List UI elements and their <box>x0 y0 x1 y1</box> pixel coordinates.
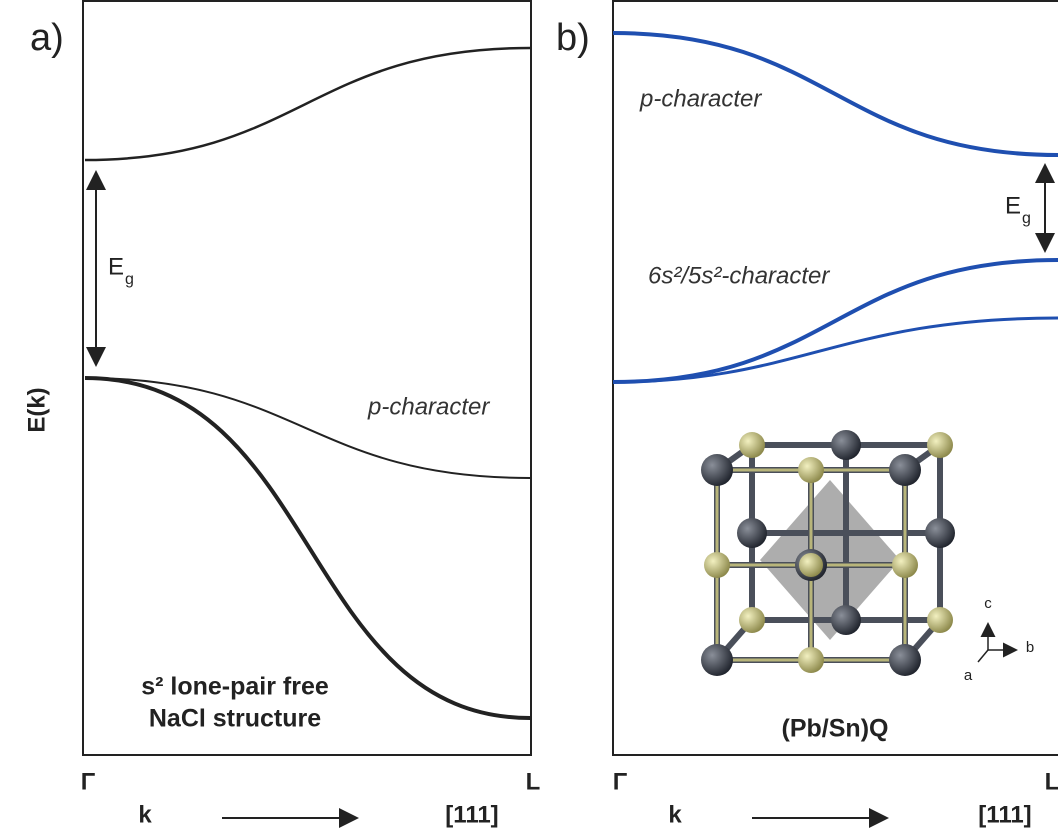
valence-band <box>613 318 1058 382</box>
band-label: 6s²/5s²-character <box>648 262 830 289</box>
structure-label: (Pb/Sn)Q <box>782 715 889 743</box>
axis-c: c <box>984 595 992 612</box>
x-start: Γ <box>613 768 628 795</box>
panel-label: b) <box>556 17 590 59</box>
panel-frame <box>83 1 531 755</box>
y-axis-label: E(k) <box>23 387 50 432</box>
gap-subscript: g <box>125 271 134 288</box>
panel-b: b) p-character 6s²/5s²-character E g <box>556 1 1058 828</box>
gap-subscript: g <box>1022 210 1031 227</box>
x-end: L <box>1045 768 1058 795</box>
band-label: p-character <box>639 85 762 112</box>
direction-label: [111] <box>978 801 1031 828</box>
axis-a: a <box>964 667 973 684</box>
axes-glyph <box>978 625 1015 662</box>
caption: NaCl structure <box>149 705 321 733</box>
x-start: Γ <box>81 768 96 795</box>
gap-label: E <box>1005 192 1021 219</box>
x-axis-label: k <box>138 801 152 828</box>
figure: a) E(k) E g p-character s² lone-pair fre… <box>0 0 1058 836</box>
band-label: p-character <box>367 393 490 420</box>
x-end: L <box>526 768 541 795</box>
panel-label: a) <box>30 17 64 59</box>
caption: s² lone-pair free <box>141 673 329 701</box>
gap-label: E <box>108 253 124 280</box>
panel-a: a) E(k) E g p-character s² lone-pair fre… <box>23 1 540 828</box>
axis-b: b <box>1026 639 1034 656</box>
x-axis-label: k <box>668 801 682 828</box>
direction-label: [111] <box>445 801 498 828</box>
conduction-band <box>85 48 530 160</box>
crystal-structure <box>701 430 955 676</box>
